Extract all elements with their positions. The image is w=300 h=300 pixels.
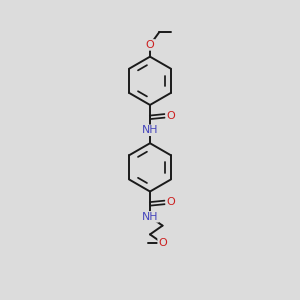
Text: O: O <box>166 197 175 207</box>
Text: O: O <box>158 238 167 248</box>
Text: NH: NH <box>142 125 158 135</box>
Text: O: O <box>146 40 154 50</box>
Text: O: O <box>166 111 175 121</box>
Text: NH: NH <box>142 212 158 222</box>
